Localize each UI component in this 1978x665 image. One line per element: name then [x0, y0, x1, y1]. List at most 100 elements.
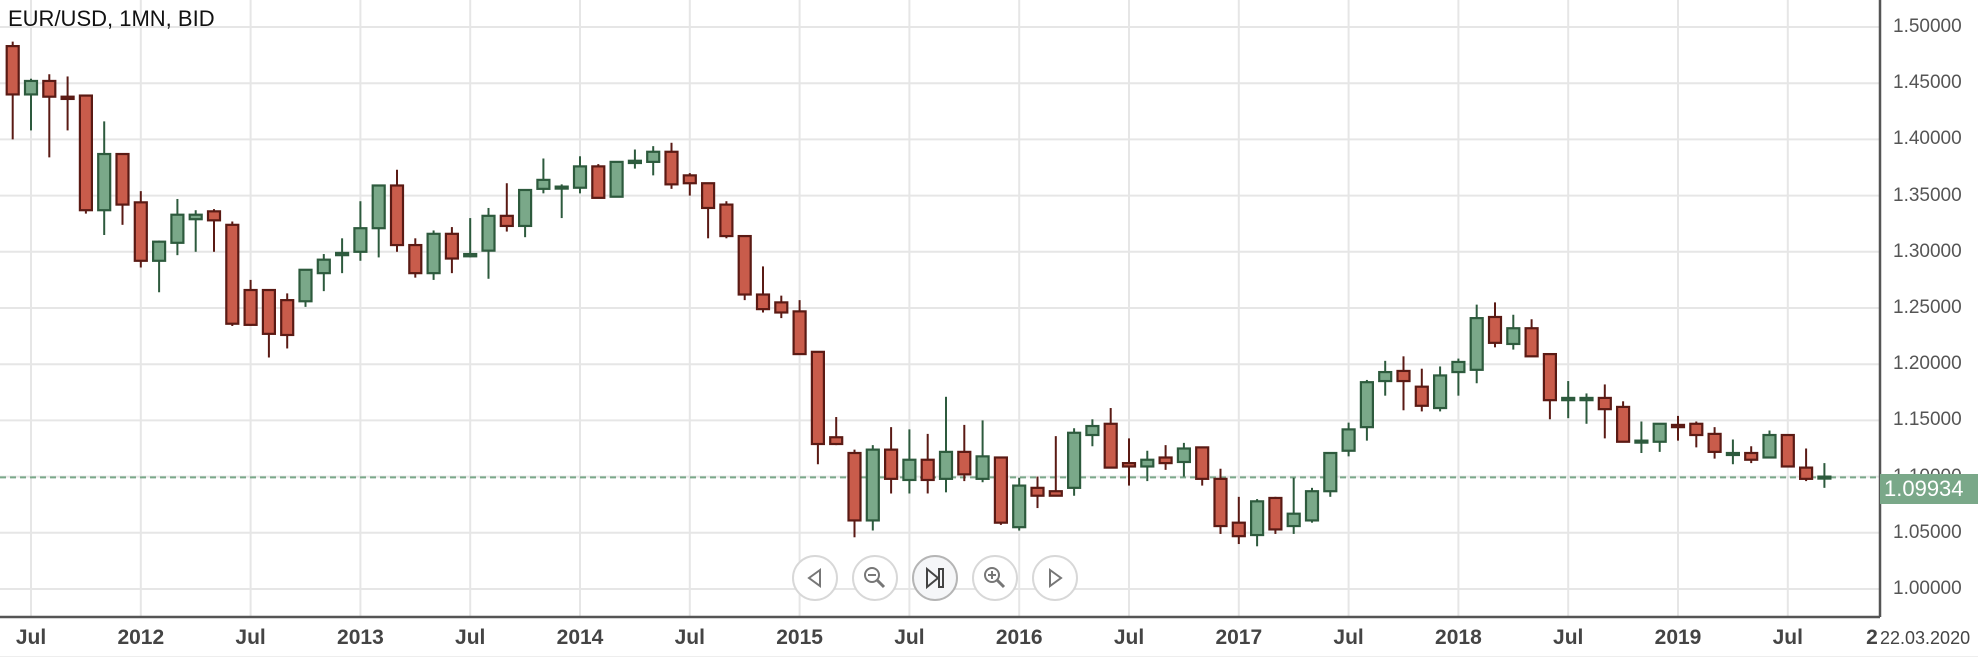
candle[interactable] [243, 279, 258, 326]
candle[interactable] [335, 238, 350, 274]
candle[interactable] [408, 238, 423, 278]
candle[interactable] [353, 201, 368, 261]
candle[interactable] [1451, 358, 1466, 396]
candle[interactable] [499, 183, 514, 232]
candle[interactable] [627, 149, 643, 169]
candle[interactable] [536, 158, 551, 194]
candle[interactable] [700, 182, 716, 239]
candle[interactable] [1213, 468, 1228, 534]
candle[interactable] [1762, 430, 1777, 459]
candle[interactable] [920, 433, 935, 494]
candle[interactable] [1817, 463, 1832, 488]
candle[interactable] [1689, 421, 1704, 448]
candle[interactable] [188, 210, 203, 252]
candle[interactable] [316, 254, 331, 292]
candle[interactable] [1195, 446, 1210, 486]
candle[interactable] [938, 396, 954, 493]
candle[interactable] [1615, 401, 1631, 443]
candle[interactable] [42, 74, 57, 158]
candle[interactable] [1030, 476, 1045, 509]
candle[interactable] [737, 234, 752, 301]
candle[interactable] [1432, 366, 1448, 412]
reset-to-latest-button[interactable] [912, 555, 958, 601]
candle[interactable] [1414, 368, 1429, 412]
candle[interactable] [975, 420, 990, 483]
candle[interactable] [554, 184, 569, 219]
scroll-left-button[interactable] [792, 555, 838, 601]
candle[interactable] [1158, 445, 1173, 470]
candle[interactable] [810, 350, 826, 465]
candle[interactable] [1725, 439, 1741, 465]
candle[interactable] [97, 121, 112, 235]
candle[interactable] [517, 188, 533, 238]
candle[interactable] [1579, 393, 1594, 424]
candle[interactable] [1707, 427, 1722, 459]
candle[interactable] [1798, 448, 1814, 482]
candle[interactable] [280, 293, 295, 349]
candle[interactable] [1744, 446, 1759, 464]
candle[interactable] [60, 76, 75, 131]
candle[interactable] [481, 207, 496, 279]
candle[interactable] [646, 146, 661, 176]
candle[interactable] [774, 295, 789, 319]
candle[interactable] [1597, 384, 1612, 439]
candle[interactable] [1506, 314, 1521, 350]
candle[interactable] [1231, 496, 1246, 545]
candle[interactable] [1542, 352, 1558, 420]
candle[interactable] [1487, 302, 1503, 348]
candle[interactable] [1304, 487, 1320, 523]
candle[interactable] [133, 191, 148, 268]
scroll-right-button[interactable] [1032, 555, 1078, 601]
candle[interactable] [993, 456, 1009, 525]
candle[interactable] [1670, 415, 1686, 441]
candle[interactable] [115, 152, 130, 225]
candle[interactable] [463, 218, 478, 258]
candle[interactable] [572, 156, 588, 194]
candle[interactable] [865, 445, 880, 531]
candle[interactable] [1524, 319, 1539, 358]
candle[interactable] [591, 164, 606, 199]
candle[interactable] [1634, 421, 1649, 453]
candle[interactable] [1359, 379, 1375, 441]
zoom-out-button[interactable] [852, 555, 898, 601]
candle[interactable] [682, 173, 697, 196]
candle[interactable] [261, 288, 276, 358]
candle[interactable] [829, 417, 844, 446]
candle[interactable] [1780, 433, 1795, 468]
candle[interactable] [426, 230, 441, 280]
candle[interactable] [1121, 438, 1137, 486]
candle[interactable] [719, 201, 734, 239]
candle[interactable] [1341, 422, 1356, 457]
candle[interactable] [1286, 477, 1301, 534]
candle[interactable] [206, 209, 222, 252]
candle[interactable] [371, 184, 386, 258]
candle[interactable] [5, 41, 20, 140]
candle[interactable] [1048, 436, 1063, 497]
candle[interactable] [1378, 360, 1393, 396]
candle[interactable] [1176, 442, 1192, 477]
candle[interactable] [1140, 450, 1155, 482]
candle[interactable] [1103, 408, 1118, 469]
candle[interactable] [847, 449, 862, 538]
candle[interactable] [1085, 419, 1100, 447]
candle[interactable] [1249, 499, 1265, 547]
candle[interactable] [883, 427, 899, 494]
candle[interactable] [792, 300, 807, 356]
candle[interactable] [1012, 477, 1027, 531]
candle[interactable] [1469, 304, 1484, 384]
candle[interactable] [755, 266, 771, 313]
candle[interactable] [1323, 451, 1338, 497]
candle[interactable] [298, 268, 313, 307]
candle[interactable] [23, 78, 39, 131]
candle[interactable] [225, 221, 240, 326]
zoom-in-button[interactable] [972, 555, 1018, 601]
candle[interactable] [664, 142, 679, 189]
candle[interactable] [957, 424, 972, 482]
candle[interactable] [1396, 356, 1411, 411]
candle[interactable] [78, 94, 94, 214]
candle[interactable] [152, 240, 167, 293]
candle[interactable] [1268, 496, 1283, 534]
candle[interactable] [1652, 422, 1667, 452]
candle[interactable] [444, 227, 459, 274]
